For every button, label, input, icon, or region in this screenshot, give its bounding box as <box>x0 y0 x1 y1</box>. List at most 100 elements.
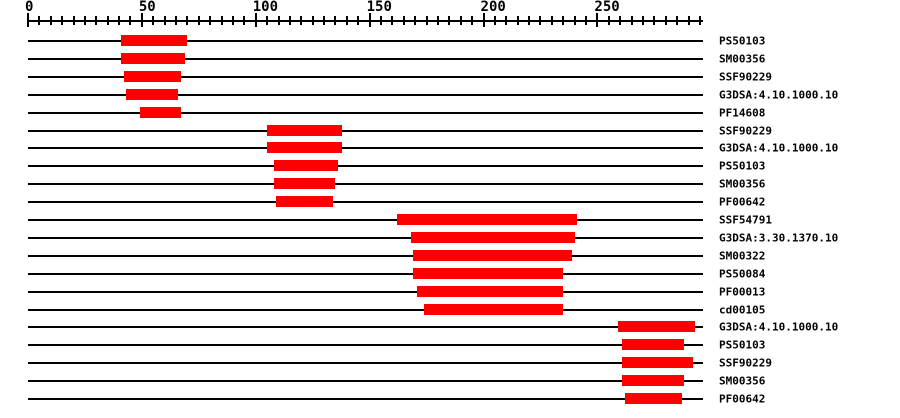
signature-accession-label[interactable]: SSF90229 <box>719 356 772 370</box>
signature-accession-label[interactable]: SM00356 <box>719 374 766 388</box>
ruler-tick-minor <box>118 16 121 25</box>
row-baseline <box>28 165 703 168</box>
ruler-tick-minor <box>95 16 98 25</box>
ruler-tick-minor <box>323 16 326 25</box>
domain-match-bar[interactable] <box>396 214 577 225</box>
ruler-axis-line <box>28 20 703 22</box>
ruler-tick-minor <box>607 16 610 25</box>
row-baseline <box>28 290 703 293</box>
row-baseline <box>28 236 703 239</box>
signature-accession-label[interactable]: SSF90229 <box>719 70 772 84</box>
domain-match-bar[interactable] <box>412 249 573 261</box>
row-baseline <box>28 183 703 186</box>
signature-accession-label[interactable]: PS50103 <box>719 338 766 352</box>
ruler-tick-label: 150 <box>366 0 392 15</box>
signature-accession-label[interactable]: SM00356 <box>719 177 766 191</box>
ruler-tick-minor <box>129 16 132 25</box>
domain-match-bar[interactable] <box>410 231 575 243</box>
ruler-tick-minor <box>630 16 633 25</box>
signature-accession-label[interactable]: G3DSA:4.10.1000.10 <box>719 88 839 102</box>
ruler-tick-minor <box>653 16 656 25</box>
ruler-tick-minor <box>562 16 565 25</box>
ruler-tick-minor <box>266 16 269 25</box>
row-baseline <box>28 254 703 257</box>
ruler-tick-minor <box>334 16 337 25</box>
signature-accession-label[interactable]: G3DSA:3.30.1370.10 <box>719 231 839 245</box>
signature-accession-label[interactable]: cd00105 <box>719 303 766 316</box>
ruler-tick-minor <box>380 16 383 25</box>
signature-accession-label[interactable]: PF00642 <box>719 392 766 406</box>
ruler-tick-minor <box>664 16 667 25</box>
row-baseline <box>28 75 703 78</box>
signature-accession-label[interactable]: SM00356 <box>719 52 766 66</box>
domain-match-bar[interactable] <box>622 339 684 351</box>
ruler-tick-minor <box>687 16 690 25</box>
ruler-tick-minor <box>573 16 576 25</box>
domain-match-bar[interactable] <box>123 70 181 82</box>
ruler-tick-label: 100 <box>252 0 279 15</box>
ruler-tick-minor <box>698 16 701 25</box>
row-baseline <box>28 111 703 114</box>
row-baseline <box>28 272 703 275</box>
ruler-tick-minor <box>471 16 474 25</box>
signature-accession-label[interactable]: PF14608 <box>719 106 766 120</box>
ruler-tick-major <box>140 13 143 27</box>
ruler-tick-major <box>254 13 257 27</box>
ruler-tick-minor <box>459 16 462 25</box>
domain-match-bar[interactable] <box>617 321 696 333</box>
ruler-tick-minor <box>163 16 166 25</box>
signature-accession-label[interactable]: PS50103 <box>719 159 766 173</box>
domain-match-bar[interactable] <box>273 160 338 172</box>
row-baseline <box>28 398 703 400</box>
signature-accession-label[interactable]: SSF54791 <box>719 213 772 227</box>
signature-accession-label[interactable]: PS50084 <box>719 267 766 281</box>
row-baseline <box>28 40 703 42</box>
domain-match-bar[interactable] <box>424 303 564 315</box>
ruler-tick-minor <box>277 16 280 25</box>
row-baseline <box>28 380 703 383</box>
ruler-tick-minor <box>83 16 86 25</box>
signature-accession-label[interactable]: PS50103 <box>719 34 766 48</box>
domain-match-bar[interactable] <box>139 106 181 118</box>
signature-accession-label[interactable]: G3DSA:4.10.1000.10 <box>719 320 839 334</box>
ruler-tick-minor <box>619 16 622 25</box>
row-baseline <box>28 219 703 221</box>
domain-match-bar[interactable] <box>622 357 694 369</box>
signature-accession-label[interactable]: PF00642 <box>719 195 766 209</box>
domain-match-bar[interactable] <box>273 178 336 190</box>
ruler-tick-minor <box>152 16 155 25</box>
domain-match-bar[interactable] <box>624 393 682 404</box>
ruler-tick-minor <box>61 16 64 25</box>
domain-match-bar[interactable] <box>121 35 188 46</box>
ruler-tick-minor <box>38 16 41 25</box>
ruler-tick-minor <box>550 16 553 25</box>
ruler-tick-minor <box>243 16 246 25</box>
ruler-tick-minor <box>585 16 587 25</box>
signature-accession-label[interactable]: PF00013 <box>719 285 766 299</box>
domain-match-bar[interactable] <box>412 267 564 279</box>
domain-match-bar[interactable] <box>622 375 684 387</box>
row-baseline <box>28 344 703 347</box>
ruler-tick-label: 0 <box>25 0 34 15</box>
row-baseline <box>28 57 703 60</box>
ruler-tick-minor <box>311 16 314 25</box>
signature-accession-label[interactable]: SM00322 <box>719 249 766 263</box>
domain-match-bar[interactable] <box>121 52 186 64</box>
domain-match-bar[interactable] <box>276 196 334 208</box>
ruler-tick-label: 50 <box>138 0 156 15</box>
ruler-tick-minor <box>300 16 303 25</box>
ruler-tick-minor <box>209 16 212 25</box>
signature-accession-label[interactable]: G3DSA:4.10.1000.10 <box>719 141 839 155</box>
domain-match-bar[interactable] <box>267 142 343 154</box>
ruler-tick-label: 200 <box>480 0 506 15</box>
ruler-tick-minor <box>505 16 508 25</box>
signature-accession-label[interactable]: SSF90229 <box>719 124 772 137</box>
domain-match-bar[interactable] <box>417 285 564 297</box>
ruler-tick-minor <box>288 16 291 25</box>
domain-match-bar[interactable] <box>125 88 179 100</box>
ruler-tick-minor <box>72 16 75 25</box>
ruler-tick-minor <box>220 16 223 25</box>
domain-match-bar[interactable] <box>267 124 343 136</box>
ruler-tick-minor <box>676 16 679 25</box>
